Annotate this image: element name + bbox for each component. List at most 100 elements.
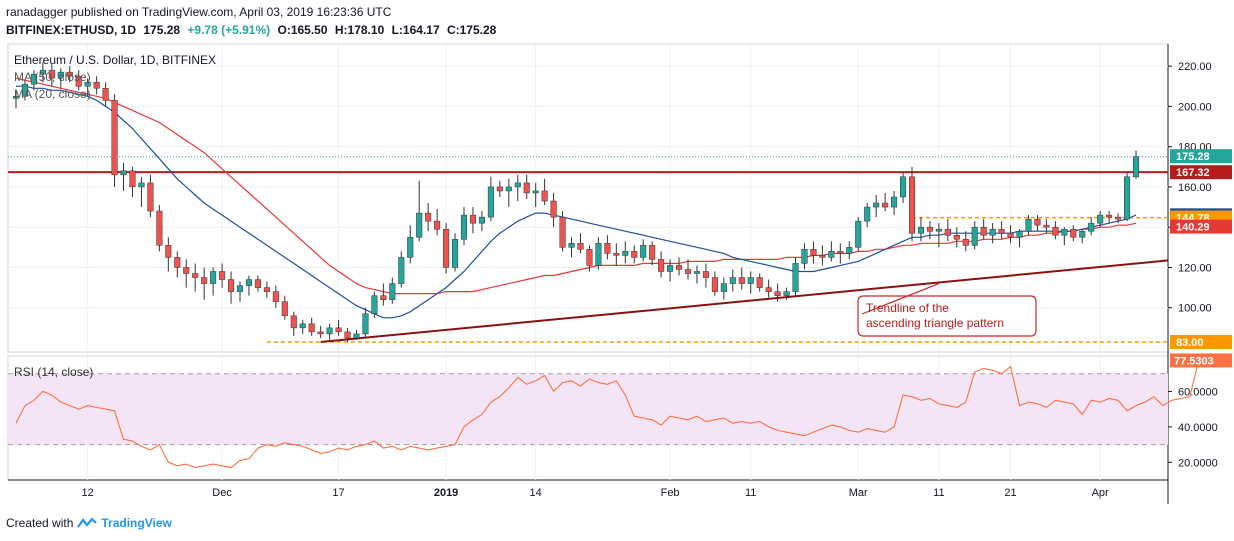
candle-body [263, 287, 270, 292]
rsi-tick-label: 40.0000 [1178, 422, 1218, 434]
candle-body [317, 331, 324, 335]
last-price: 175.28 [143, 23, 181, 37]
ohlc-low: L:164.17 [391, 23, 440, 37]
candle-body [478, 216, 485, 224]
time-tick-label: 2019 [434, 487, 458, 499]
candle-body [398, 257, 405, 284]
candle-body [989, 228, 996, 236]
candle-body [299, 323, 306, 329]
candle-body [138, 182, 145, 188]
candle-body [362, 313, 369, 335]
price-tick-label: 100.00 [1178, 303, 1212, 315]
candle-body [111, 100, 118, 176]
candle-body [21, 83, 28, 97]
candle-body [1016, 230, 1023, 238]
candle-body [1132, 156, 1140, 178]
sma20-legend: MA (20, close) [14, 87, 91, 101]
price-label-text: 175.28 [1176, 151, 1210, 163]
candle-body [837, 251, 844, 254]
candle-body [550, 200, 557, 218]
time-tick-label: 21 [1004, 487, 1016, 499]
candle-body [828, 251, 835, 258]
candle-body [371, 295, 378, 315]
candle-body [541, 190, 548, 202]
candle-body [335, 327, 342, 333]
candle-body [765, 287, 772, 292]
price-tick-label: 120.00 [1178, 262, 1212, 274]
candle-body [926, 226, 933, 232]
rsi-line [15, 360, 1200, 469]
candle-body [523, 182, 530, 194]
candle-body [738, 277, 745, 284]
price-tick-label: 220.00 [1178, 61, 1212, 73]
candle-body [228, 279, 235, 292]
candle-body [684, 269, 692, 274]
candle-body [693, 271, 700, 274]
candle-body [720, 283, 727, 292]
candle-body [1088, 222, 1095, 232]
candle-body [452, 239, 459, 268]
candle-body [443, 228, 450, 268]
candle-body [658, 259, 665, 272]
candle-body [1124, 176, 1131, 220]
time-tick-label: Dec [212, 487, 232, 499]
tradingview-brand[interactable]: TradingView [101, 516, 172, 530]
rsi-value-text: 77.5303 [1174, 355, 1214, 367]
candle-body [568, 243, 575, 248]
price-label-badge [1170, 165, 1232, 180]
time-tick-label: 11 [745, 487, 756, 499]
candle-body [1043, 224, 1050, 228]
candle-body [559, 216, 566, 248]
candle-body [380, 295, 387, 300]
candle-body [183, 267, 190, 274]
candle-body [1034, 218, 1041, 226]
candle-body [496, 186, 503, 192]
candle-body [702, 271, 709, 278]
candle-body [425, 212, 432, 222]
candle-body [389, 283, 396, 300]
candle-body [1061, 228, 1068, 236]
candle-body [917, 226, 924, 234]
candle-body [676, 265, 683, 270]
candle-body [84, 81, 91, 87]
candle-body [774, 291, 781, 296]
rsi-title: RSI (14, close) [14, 365, 93, 379]
candle-body [290, 315, 297, 329]
candle-body [595, 243, 602, 266]
annotation-text: Trendline of the [866, 301, 949, 315]
candle-body [1007, 232, 1014, 238]
chart-title: Ethereum / U.S. Dollar, 1D, BITFINEX [14, 53, 216, 67]
candle-body [93, 81, 100, 89]
candle-body [192, 273, 199, 278]
rsi-tick-label: 60.0000 [1178, 386, 1218, 398]
ohlc-close: C:175.28 [446, 23, 497, 37]
tradingview-logo-icon [77, 517, 98, 528]
candle-body [900, 176, 907, 198]
candle-body [407, 237, 414, 258]
symbol-label: BITFINEX:ETHUSD, 1D [6, 23, 137, 37]
candle-body [353, 333, 360, 339]
symbol-bar: BITFINEX:ETHUSD, 1D 175.28 +9.78 (+5.91%… [6, 23, 500, 37]
candle-body [487, 186, 494, 218]
candle-body [434, 220, 441, 230]
candle-body [1052, 226, 1059, 236]
candle-body [1097, 214, 1104, 224]
price-tick-label: 200.00 [1178, 101, 1212, 113]
candle-body [801, 249, 808, 264]
candle-body [120, 170, 127, 176]
change-value: +9.78 (+5.91%) [187, 23, 271, 37]
candle-body [962, 239, 969, 246]
candle-body [308, 323, 315, 333]
candle-body [783, 291, 790, 296]
candle-body [792, 263, 799, 292]
candle-body [129, 170, 136, 188]
publish-info: ranadagger published on TradingView.com,… [6, 5, 392, 19]
candle-body [640, 245, 647, 258]
candle-body [667, 265, 674, 272]
candle-body [326, 327, 333, 335]
candle-body [156, 210, 163, 246]
candle-body [649, 245, 656, 260]
candle-body [514, 182, 521, 188]
candle-body [48, 69, 55, 79]
